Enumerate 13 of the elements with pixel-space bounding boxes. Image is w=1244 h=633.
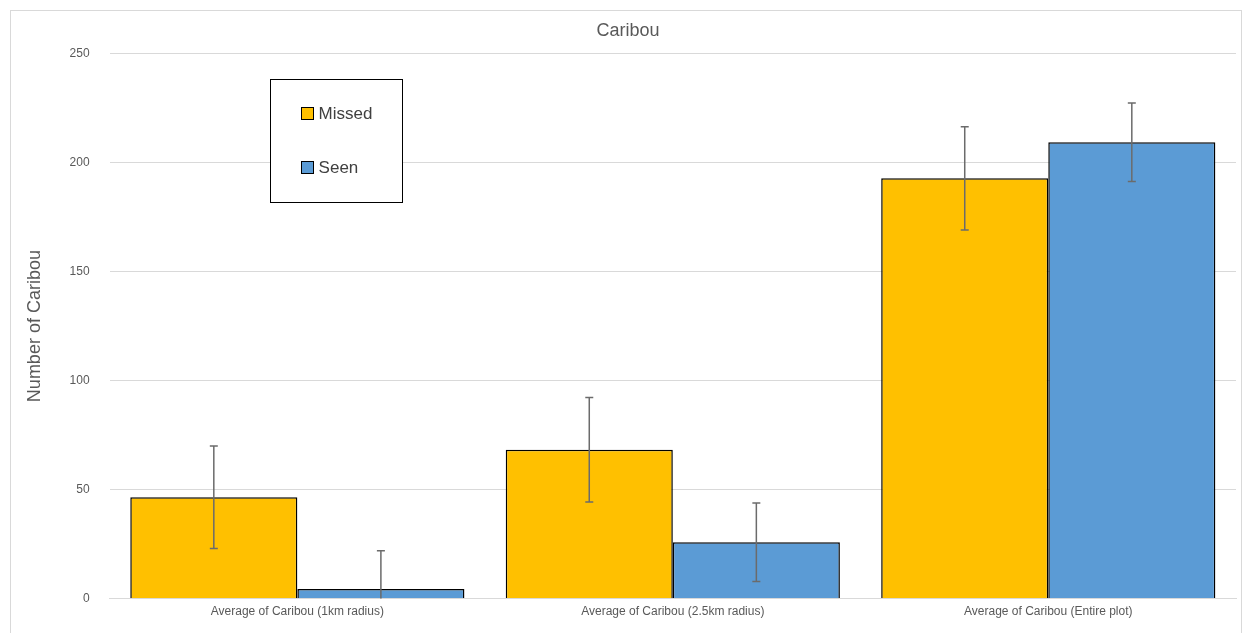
y-tick-label: 150 [69, 263, 90, 278]
y-tick-label: 250 [69, 45, 90, 60]
y-tick-label: 200 [69, 154, 90, 169]
x-tick-label: Average of Caribou (2.5km radius) [581, 604, 765, 619]
chart-title: Caribou [596, 19, 660, 40]
legend-label: Missed [318, 103, 373, 124]
y-tick-label: 50 [76, 481, 90, 496]
y-tick-label: 100 [69, 372, 90, 387]
y-axis-title: Number of Caribou [23, 250, 44, 403]
x-tick-label: Average of Caribou (1km radius) [210, 604, 384, 619]
x-tick-label: Average of Caribou (Entire plot) [964, 604, 1133, 619]
legend-label: Seen [318, 157, 359, 178]
y-tick-label: 0 [82, 590, 90, 605]
